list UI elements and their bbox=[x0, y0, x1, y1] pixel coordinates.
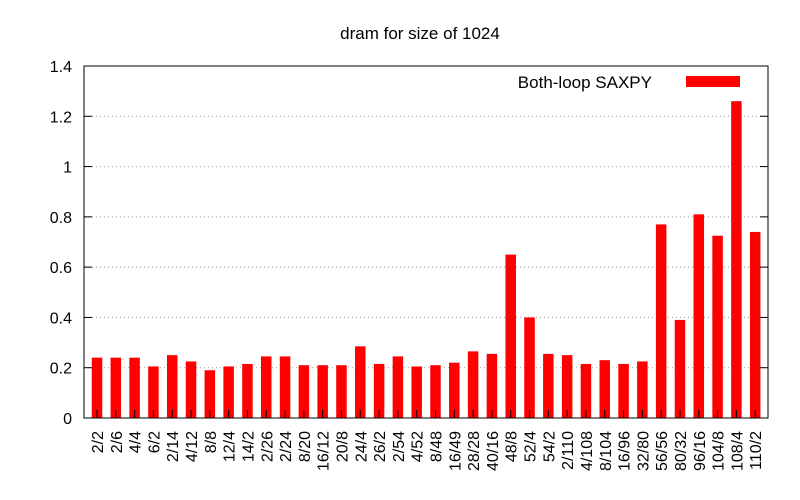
bar-48-8 bbox=[505, 254, 516, 418]
y-tick-label: 1 bbox=[63, 160, 72, 177]
x-tick-label: 8/20 bbox=[297, 431, 314, 462]
plot-frame bbox=[83, 65, 769, 419]
x-tick-label: 6/2 bbox=[146, 431, 163, 453]
bar-96-16 bbox=[693, 214, 705, 418]
x-tick-label: 54/2 bbox=[541, 431, 558, 462]
x-tick-label: 4/12 bbox=[184, 431, 201, 462]
bar-4-52 bbox=[411, 366, 422, 418]
x-tick-label: 4/52 bbox=[410, 431, 427, 462]
x-tick-label: 8/104 bbox=[598, 431, 615, 471]
legend-swatch-both-loop-saxpy bbox=[686, 76, 740, 87]
x-tick-label: 2/24 bbox=[278, 431, 295, 462]
y-tick-label: 0 bbox=[63, 411, 72, 428]
y-tick-label: 0.8 bbox=[50, 210, 72, 227]
x-tick-label: 40/16 bbox=[485, 431, 502, 471]
bar-2-24 bbox=[279, 356, 291, 418]
y-axis-ticks: 0 0.2 0.4 0.6 0.8 1 1.2 1.4 bbox=[50, 59, 768, 428]
x-tick-label: 16/96 bbox=[617, 431, 634, 471]
x-tick-label: 104/8 bbox=[711, 431, 728, 471]
bar-56-56 bbox=[655, 224, 667, 418]
bar-28-28 bbox=[467, 351, 479, 418]
x-tick-label: 16/49 bbox=[447, 431, 464, 471]
x-tick-label: 4/108 bbox=[579, 431, 596, 471]
y-tick-label: 0.6 bbox=[50, 260, 72, 277]
bar-108-4 bbox=[731, 101, 742, 418]
y-tick-label: 0.2 bbox=[50, 361, 72, 378]
x-tick-label: 2/2 bbox=[90, 431, 107, 453]
bar-80-32 bbox=[674, 319, 686, 418]
y-tick-label: 1.2 bbox=[50, 109, 72, 126]
bar-26-2 bbox=[373, 363, 385, 418]
bar-4-4 bbox=[129, 357, 140, 418]
x-tick-label: 4/4 bbox=[128, 431, 145, 453]
bar-16-49 bbox=[449, 362, 460, 418]
x-tick-label: 20/8 bbox=[334, 431, 351, 462]
bar-104-8 bbox=[712, 235, 723, 418]
bar-40-16 bbox=[486, 353, 498, 418]
bar-8-48 bbox=[430, 365, 441, 418]
x-axis-ticks: 2/2 2/6 4/4 6/2 2/14 4/12 8/8 12/4 14/2 2/26 2/24 8… bbox=[90, 410, 765, 471]
x-tick-label: 80/32 bbox=[673, 431, 690, 471]
x-tick-label: 2/26 bbox=[259, 431, 276, 462]
x-tick-label: 96/16 bbox=[692, 431, 709, 471]
bar-54-2 bbox=[543, 353, 554, 418]
x-tick-label: 56/56 bbox=[654, 431, 671, 471]
x-tick-label: 24/4 bbox=[353, 431, 370, 462]
x-tick-label: 32/80 bbox=[635, 431, 652, 471]
bar-8-20 bbox=[298, 365, 310, 418]
x-tick-label: 14/2 bbox=[240, 431, 257, 462]
bars bbox=[91, 101, 761, 418]
bar-8-104 bbox=[599, 360, 610, 418]
x-tick-label: 16/12 bbox=[316, 431, 333, 471]
legend-label-both-loop-saxpy: Both-loop SAXPY bbox=[518, 73, 652, 92]
x-tick-label: 2/110 bbox=[560, 431, 577, 470]
x-tick-label: 8/48 bbox=[429, 431, 446, 462]
bar-24-4 bbox=[355, 346, 366, 418]
x-tick-label: 2/6 bbox=[109, 431, 126, 453]
bar-8-8 bbox=[204, 370, 216, 418]
x-tick-label: 52/4 bbox=[523, 431, 540, 462]
bar-32-80 bbox=[637, 361, 648, 418]
x-tick-label: 110/2 bbox=[748, 431, 765, 470]
chart-title: dram for size of 1024 bbox=[340, 24, 500, 43]
y-tick-label: 1.4 bbox=[50, 59, 72, 76]
x-tick-label: 28/28 bbox=[466, 431, 483, 471]
bar-52-4 bbox=[524, 317, 535, 418]
bar-2-54 bbox=[392, 356, 404, 418]
bar-2-26 bbox=[261, 356, 272, 418]
bar-12-4 bbox=[223, 366, 234, 418]
x-tick-label: 8/8 bbox=[203, 431, 220, 453]
bar-2-2 bbox=[91, 357, 103, 418]
bar-6-2 bbox=[148, 366, 159, 418]
legend: Both-loop SAXPY bbox=[518, 73, 740, 92]
x-tick-label: 2/14 bbox=[165, 431, 182, 462]
bar-2-14 bbox=[166, 355, 178, 418]
x-tick-label: 26/2 bbox=[372, 431, 389, 462]
x-tick-label: 2/54 bbox=[391, 431, 408, 462]
bar-2-110 bbox=[561, 355, 573, 418]
y-tick-label: 0.4 bbox=[50, 310, 72, 327]
x-tick-label: 108/4 bbox=[729, 431, 746, 471]
bar-4-12 bbox=[185, 361, 197, 418]
bar-16-96 bbox=[618, 363, 629, 418]
bar-2-6 bbox=[110, 357, 122, 418]
bar-20-8 bbox=[336, 365, 347, 418]
x-tick-label: 48/8 bbox=[504, 431, 521, 462]
bar-14-2 bbox=[242, 363, 253, 418]
bar-4-108 bbox=[580, 363, 592, 418]
bar-16-12 bbox=[317, 365, 328, 418]
x-tick-label: 12/4 bbox=[222, 431, 239, 462]
bar-110-2 bbox=[749, 231, 761, 418]
